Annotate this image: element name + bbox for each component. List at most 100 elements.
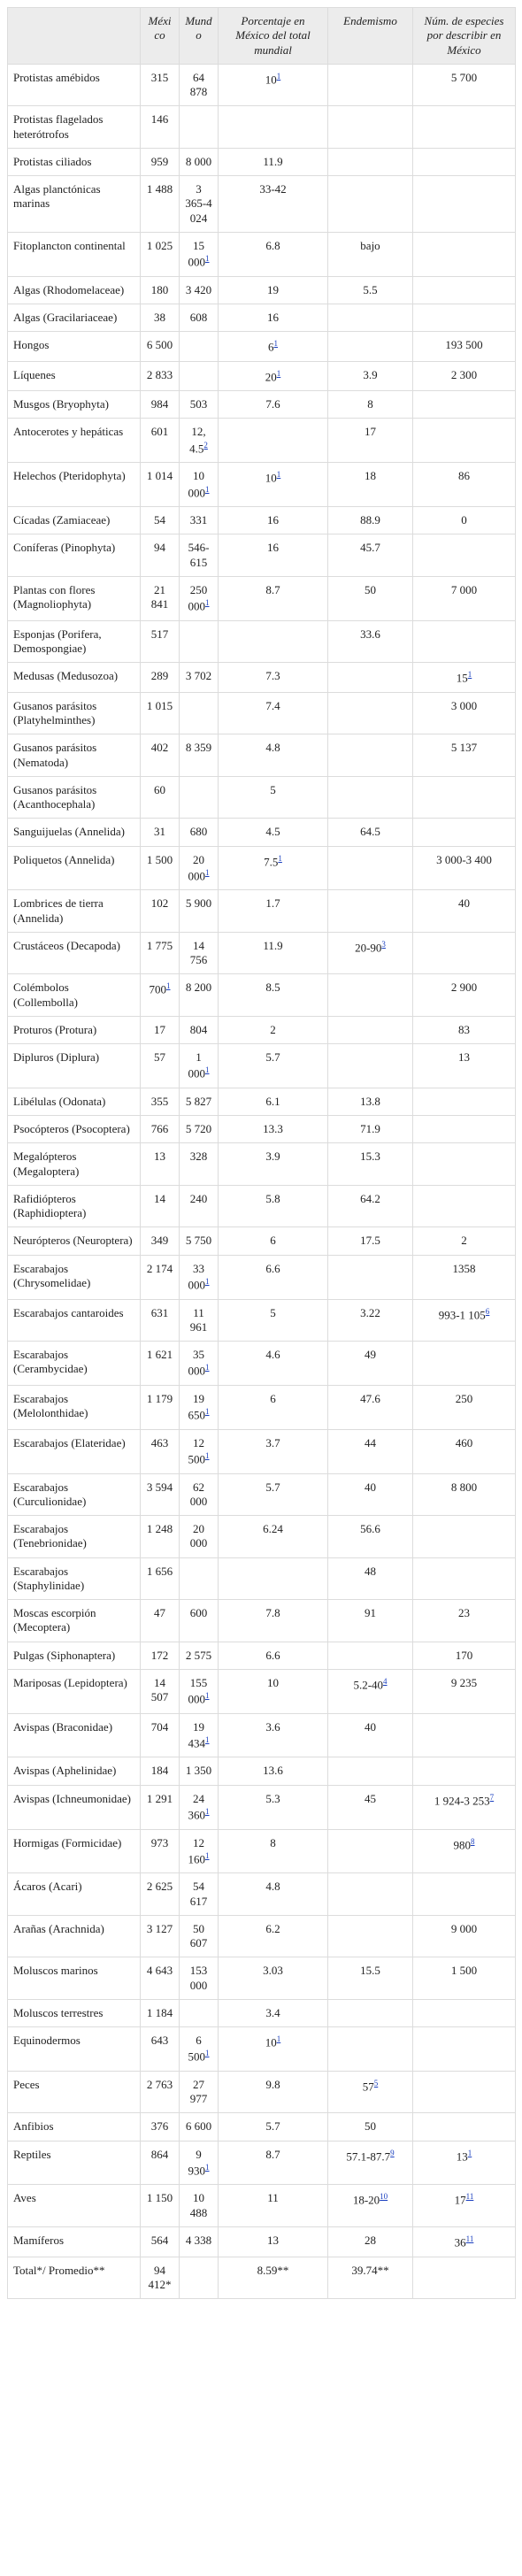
table-row: Escarabajos (Chrysomelidae) 2 174 33 0001 6… bbox=[7, 1254, 516, 1300]
table-cell: 11 bbox=[218, 2184, 328, 2227]
row-label: Escarabajos (Curculionidae) bbox=[7, 1473, 141, 1517]
footnote-link[interactable]: 1 bbox=[205, 1850, 210, 1860]
table-row: Escarabajos (Staphylinidae) 1 656 48 bbox=[7, 1557, 516, 1601]
table-cell: 16 bbox=[218, 303, 328, 333]
footnote-link[interactable]: 11 bbox=[465, 2234, 474, 2243]
footnote-ref: 1 bbox=[205, 1850, 210, 1861]
row-label: Moluscos marinos bbox=[7, 1957, 141, 2000]
table-cell: 6 bbox=[218, 1226, 328, 1256]
row-label: Esponjas (Porifera, Demospongiae) bbox=[7, 619, 141, 664]
table-row: Mariposas (Lepidoptera) 14 507 155 0001 10 5… bbox=[7, 1668, 516, 1714]
footnote-link[interactable]: 1 bbox=[205, 598, 210, 608]
footnote-ref: 1 bbox=[205, 1806, 210, 1817]
footnote-link[interactable]: 1 bbox=[205, 1806, 210, 1816]
table-cell: 2 bbox=[412, 1226, 516, 1256]
footnote-link[interactable]: 1 bbox=[205, 1734, 210, 1744]
table-row: Moluscos marinos 4 643 153 000 3.03 15.5 1 50… bbox=[7, 1957, 516, 2000]
row-label: Neurópteros (Neuroptera) bbox=[7, 1226, 141, 1256]
footnote-link[interactable]: 1 bbox=[278, 853, 282, 863]
cell-text: 6 bbox=[268, 340, 274, 354]
table-cell: 31 bbox=[140, 818, 180, 847]
footnote-link[interactable]: 1 bbox=[276, 470, 281, 480]
table-cell: 331 bbox=[179, 506, 219, 535]
table-row: Gusanos parásitos (Acanthocephala) 60 5 bbox=[7, 775, 516, 819]
footnote-link[interactable]: 1 bbox=[205, 1691, 210, 1701]
footnote-link[interactable]: 1 bbox=[273, 339, 279, 349]
footnote-link[interactable]: 1 bbox=[205, 1065, 210, 1075]
footnote-link[interactable]: 1 bbox=[205, 254, 210, 263]
table-cell: 7001 bbox=[140, 973, 180, 1017]
footnote-link[interactable]: 1 bbox=[205, 867, 210, 877]
cell-text: 24 360 bbox=[188, 1791, 206, 1822]
footnote-link[interactable]: 1 bbox=[205, 1407, 210, 1417]
header-cell bbox=[7, 7, 141, 65]
table-cell: 2 625 bbox=[140, 1872, 180, 1916]
table-cell: 35 0001 bbox=[179, 1341, 219, 1386]
footnote-link[interactable]: 1 bbox=[205, 2049, 210, 2058]
table-cell: 33.6 bbox=[327, 619, 413, 664]
table-row: Plantas con flores (Magnoliophyta) 21 841… bbox=[7, 575, 516, 621]
table-cell: 5 900 bbox=[179, 889, 219, 933]
table-cell bbox=[327, 662, 413, 693]
table-row: Algas (Rhodomelaceae) 180 3 420 19 5.5 bbox=[7, 275, 516, 304]
footnote-link[interactable]: 1 bbox=[205, 1276, 210, 1286]
table-cell: 184 bbox=[140, 1757, 180, 1786]
footnote-link[interactable]: 8 bbox=[471, 1836, 475, 1846]
table-cell: 7.3 bbox=[218, 662, 328, 693]
footnote-link[interactable]: 1 bbox=[276, 368, 281, 378]
table-cell: 56.6 bbox=[327, 1515, 413, 1558]
header-cell: Porcentaje en México del total mundial bbox=[218, 7, 328, 65]
row-label: Poliquetos (Annelida) bbox=[7, 845, 141, 891]
footnote-link[interactable]: 6 bbox=[485, 1306, 490, 1316]
table-cell bbox=[327, 105, 413, 149]
table-cell: 5.3 bbox=[218, 1784, 328, 1830]
table-cell bbox=[327, 1872, 413, 1916]
footnote-link[interactable]: 11 bbox=[465, 2192, 474, 2202]
cell-text: 57.1-87.7 bbox=[346, 2149, 391, 2163]
table-cell bbox=[412, 534, 516, 577]
row-label: Lombrices de tierra (Annelida) bbox=[7, 889, 141, 933]
cell-text: 18-20 bbox=[352, 2193, 380, 2207]
footnote-link[interactable]: 7 bbox=[489, 1792, 495, 1802]
cell-text: 1 924-3 253 bbox=[434, 1794, 490, 1807]
footnote-link[interactable]: 9 bbox=[390, 2148, 395, 2157]
footnote-link[interactable]: 2 bbox=[203, 440, 208, 450]
footnote-ref: 1 bbox=[205, 1362, 210, 1373]
footnote-link[interactable]: 1 bbox=[205, 1450, 210, 1460]
table-row: Libélulas (Odonata) 355 5 827 6.1 13.8 bbox=[7, 1087, 516, 1117]
table-cell: 3 702 bbox=[179, 662, 219, 693]
table-row: Escarabajos (Cerambycidae) 1 621 35 0001 4.… bbox=[7, 1341, 516, 1386]
cell-text: 980 bbox=[453, 1837, 472, 1851]
row-label: Mamíferos bbox=[7, 2226, 141, 2257]
footnote-ref: 11 bbox=[466, 2191, 474, 2202]
cell-text: 12 160 bbox=[188, 1835, 206, 1866]
table-cell: 3.03 bbox=[218, 1957, 328, 2000]
footnote-link[interactable]: 1 bbox=[467, 2148, 472, 2157]
footnote-link[interactable]: 1 bbox=[166, 981, 171, 991]
footnote-link[interactable]: 10 bbox=[380, 2192, 388, 2202]
footnote-link[interactable]: 1 bbox=[205, 2162, 210, 2172]
table-cell bbox=[327, 973, 413, 1017]
footnote-link[interactable]: 4 bbox=[383, 1676, 388, 1686]
row-label: Proturos (Protura) bbox=[7, 1015, 141, 1045]
table-cell: 15 0001 bbox=[179, 231, 219, 277]
table-cell: 7 000 bbox=[412, 575, 516, 621]
footnote-link[interactable]: 3 bbox=[381, 939, 386, 949]
table-row: Ácaros (Acari) 2 625 54 617 4.8 bbox=[7, 1872, 516, 1916]
footnote-ref: 4 bbox=[383, 1676, 388, 1687]
footnote-link[interactable]: 1 bbox=[205, 1363, 210, 1373]
header-cell: Endemismo bbox=[327, 7, 413, 65]
footnote-link[interactable]: 1 bbox=[276, 2034, 281, 2044]
footnote-link[interactable]: 1 bbox=[467, 670, 472, 680]
table-row: Sanguijuelas (Annelida) 31 680 4.5 64.5 bbox=[7, 818, 516, 847]
row-label: Avispas (Ichneumonidae) bbox=[7, 1784, 141, 1830]
footnote-link[interactable]: 1 bbox=[276, 71, 281, 81]
table-cell: 71.9 bbox=[327, 1115, 413, 1144]
table-cell: 4.6 bbox=[218, 1341, 328, 1386]
table-cell: 3 127 bbox=[140, 1914, 180, 1958]
row-label: Escarabajos cantaroides bbox=[7, 1298, 141, 1342]
footnote-link[interactable]: 5 bbox=[373, 2078, 379, 2088]
table-cell: 12 5001 bbox=[179, 1428, 219, 1474]
footnote-link[interactable]: 1 bbox=[205, 484, 210, 494]
table-cell: 289 bbox=[140, 662, 180, 693]
